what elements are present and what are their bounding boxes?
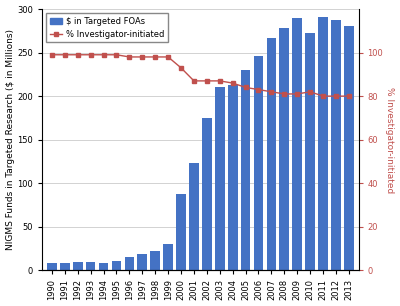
Bar xyxy=(331,21,341,270)
Bar xyxy=(60,263,70,270)
Bar xyxy=(150,251,160,270)
Bar xyxy=(176,194,186,270)
% Investigator-initiated xyxy=(179,66,184,70)
% Investigator-initiated xyxy=(204,79,209,83)
Bar xyxy=(189,163,199,270)
% Investigator-initiated xyxy=(62,53,67,57)
% Investigator-initiated xyxy=(217,79,222,83)
% Investigator-initiated xyxy=(140,55,145,59)
% Investigator-initiated xyxy=(243,86,248,89)
% Investigator-initiated xyxy=(166,55,170,59)
Bar xyxy=(254,56,263,270)
% Investigator-initiated xyxy=(282,92,287,96)
Bar xyxy=(215,88,225,270)
% Investigator-initiated xyxy=(295,92,300,96)
% Investigator-initiated xyxy=(192,79,196,83)
Bar xyxy=(241,70,250,270)
Bar xyxy=(280,28,289,270)
% Investigator-initiated xyxy=(101,53,106,57)
Bar xyxy=(344,27,354,270)
% Investigator-initiated xyxy=(75,53,80,57)
Bar xyxy=(112,261,121,270)
Bar xyxy=(47,263,57,270)
Bar xyxy=(99,263,108,270)
Bar xyxy=(73,263,82,270)
% Investigator-initiated xyxy=(230,81,235,85)
Bar xyxy=(202,118,212,270)
Bar xyxy=(305,33,315,270)
Bar xyxy=(138,254,147,270)
Bar xyxy=(163,244,173,270)
% Investigator-initiated xyxy=(127,55,132,59)
% Investigator-initiated xyxy=(308,90,312,94)
% Investigator-initiated xyxy=(88,53,93,57)
Bar xyxy=(292,18,302,270)
Bar xyxy=(266,38,276,270)
Y-axis label: % Investigator-initiated: % Investigator-initiated xyxy=(386,87,394,193)
% Investigator-initiated xyxy=(50,53,54,57)
Bar xyxy=(124,257,134,270)
Legend: $ in Targeted FOAs, % Investigator-initiated: $ in Targeted FOAs, % Investigator-initi… xyxy=(46,13,168,42)
Bar xyxy=(318,17,328,270)
% Investigator-initiated xyxy=(269,90,274,94)
% Investigator-initiated xyxy=(153,55,158,59)
% Investigator-initiated xyxy=(114,53,119,57)
Y-axis label: NIGMS Funds in Targeted Research ($ in Millions): NIGMS Funds in Targeted Research ($ in M… xyxy=(6,29,14,250)
Bar xyxy=(228,85,238,270)
Bar xyxy=(86,263,96,270)
% Investigator-initiated xyxy=(334,94,338,98)
% Investigator-initiated xyxy=(346,94,351,98)
Line: % Investigator-initiated: % Investigator-initiated xyxy=(50,53,351,98)
% Investigator-initiated xyxy=(256,88,261,91)
% Investigator-initiated xyxy=(321,94,326,98)
